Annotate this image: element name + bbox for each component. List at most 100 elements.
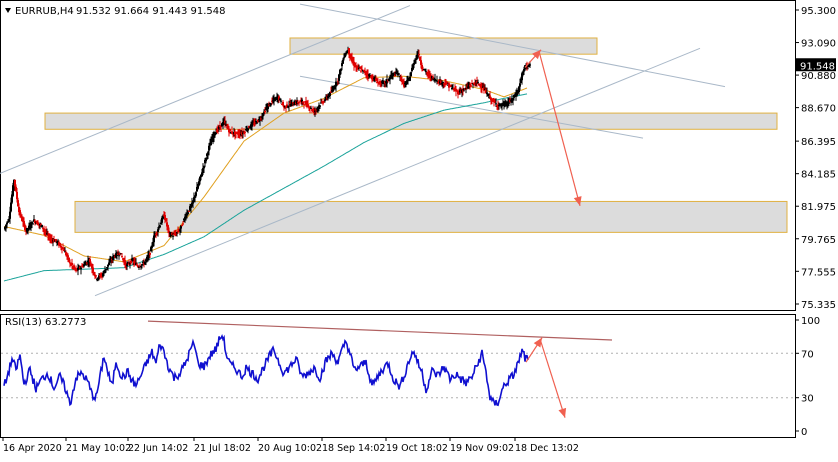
candle-body — [444, 82, 446, 86]
candle-body — [164, 214, 166, 220]
candle-body — [134, 261, 136, 263]
candle-body — [247, 128, 249, 131]
candle-body — [76, 270, 78, 272]
candle-body — [495, 103, 497, 105]
candle-body — [289, 102, 291, 104]
candle-body — [350, 53, 352, 60]
candle-body — [186, 212, 188, 216]
candle-body — [320, 102, 322, 104]
candle-body — [483, 87, 485, 91]
candle-body — [325, 96, 327, 98]
candle-body — [428, 73, 430, 75]
price-tick-label: 86.395 — [801, 137, 836, 148]
candle-body — [41, 225, 43, 228]
price-tick-label: 75.335 — [801, 300, 836, 311]
candle-body — [319, 105, 321, 107]
rsi-line — [3, 333, 529, 407]
zone-1 — [289, 37, 598, 55]
rsi-panel-frame — [0, 314, 796, 438]
candle-body — [145, 259, 147, 262]
candle-body — [93, 272, 95, 274]
candle-body — [167, 225, 169, 230]
candle-body — [409, 76, 411, 81]
candle-body — [335, 81, 337, 87]
candle-body — [395, 72, 397, 74]
candle-body — [261, 116, 263, 118]
candle-body — [442, 82, 444, 84]
candle-body — [27, 228, 29, 230]
candle-body — [286, 104, 288, 107]
candle-body — [117, 253, 119, 255]
candle-body — [172, 235, 174, 237]
candle-body — [236, 132, 238, 134]
candle-body — [175, 234, 177, 236]
candle-body — [144, 261, 146, 265]
candle-body — [467, 86, 469, 88]
candle-body — [168, 230, 170, 233]
candle-body — [508, 102, 510, 104]
candle-body — [465, 87, 467, 89]
candle-body — [9, 211, 11, 219]
candle-body — [135, 263, 137, 265]
candle-body — [181, 225, 183, 227]
candle-body — [100, 276, 102, 278]
candle-body — [262, 115, 264, 117]
candle-body — [88, 262, 90, 264]
candle-body — [129, 263, 131, 265]
time-tick-label: 18 Sep 14:02 — [322, 443, 385, 454]
candle-body — [256, 122, 258, 124]
candle-body — [462, 90, 464, 92]
candle-body — [185, 216, 187, 218]
candle-body — [33, 219, 35, 222]
candle-body — [360, 70, 362, 72]
candle-body — [126, 264, 128, 267]
candle-body — [137, 265, 139, 268]
candle-body — [410, 72, 412, 77]
candle-body — [400, 76, 402, 81]
candle-body — [415, 58, 417, 60]
candle-body — [425, 71, 427, 73]
rsi-tick-label: 100 — [801, 316, 820, 327]
candle-body — [498, 105, 500, 107]
candle-body — [344, 55, 346, 57]
collapse-triangle-icon[interactable] — [5, 8, 11, 13]
candle-body — [523, 69, 525, 72]
candle-body — [229, 129, 231, 132]
candle-body — [244, 131, 246, 133]
candle-body — [17, 200, 19, 207]
candle-body — [477, 82, 479, 84]
candle-body — [105, 268, 107, 271]
candle-body — [446, 81, 448, 84]
price-tick-label: 79.765 — [801, 235, 836, 246]
candle-body — [396, 73, 398, 75]
candle-body — [416, 54, 418, 58]
candle-body — [260, 118, 262, 120]
candle-body — [141, 264, 143, 266]
current-price-badge — [796, 58, 836, 72]
candle-body — [342, 59, 344, 64]
candle-body — [5, 224, 7, 228]
candle-body — [397, 74, 399, 76]
time-tick-label: 22 Jun 14:02 — [128, 443, 188, 454]
channel-line-4 — [299, 75, 644, 139]
candle-body — [26, 227, 28, 232]
candle-body — [110, 260, 112, 263]
candle-body — [38, 223, 40, 225]
candle-body — [34, 220, 36, 223]
price-candles — [4, 46, 531, 282]
candle-body — [151, 245, 153, 248]
candle-body — [317, 107, 319, 110]
candle-body — [307, 104, 309, 106]
candle-body — [436, 80, 438, 82]
price-axis: 95.300 93.090 90.880 88.670 86.395 84.185 81.9… — [795, 6, 836, 311]
candle-body — [55, 239, 57, 242]
candle-body — [420, 60, 422, 65]
candle-body — [468, 85, 470, 87]
candle-body — [198, 181, 200, 186]
candle-body — [45, 230, 47, 234]
candle-body — [138, 266, 140, 268]
candle-body — [252, 122, 254, 125]
